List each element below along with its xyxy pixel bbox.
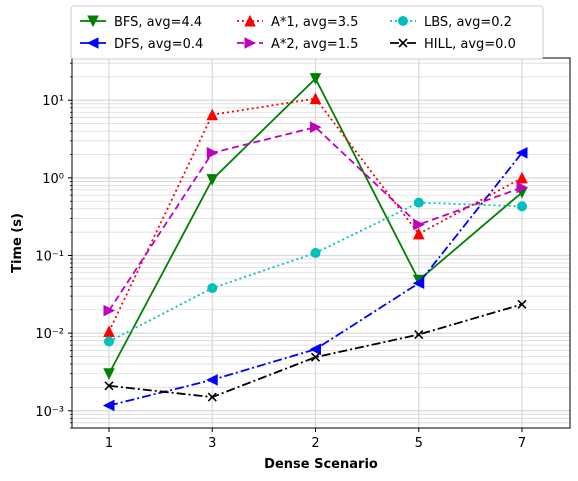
data-point [517, 201, 527, 212]
legend: BFS, avg=4.4 DFS, avg=0.4 A*1, avg=3.5 A*2,… [70, 5, 544, 60]
data-point [310, 352, 321, 362]
x-tick-label: 3 [208, 436, 216, 451]
data-point [207, 392, 217, 402]
data-point [414, 329, 424, 340]
grid [72, 58, 570, 429]
data-point [206, 147, 219, 159]
x-tick-label: 2 [311, 436, 319, 451]
x-axis-label: Dense Scenario [264, 457, 378, 472]
data-point [413, 218, 425, 231]
series-layer [102, 73, 529, 412]
y-tick-label: 10⁻² [35, 327, 64, 342]
data-point [516, 171, 528, 184]
series-line [108, 303, 523, 399]
legend-label: BFS, avg=4.4 [114, 15, 202, 30]
legend-label: HILL, avg=0.0 [424, 37, 516, 52]
data-point [206, 374, 218, 386]
y-tick-label: 10⁰ [42, 172, 64, 187]
legend-item: LBS, avg=0.2 [390, 15, 512, 30]
data-point [206, 108, 219, 121]
data-point [398, 16, 408, 26]
legend-item: BFS, avg=4.4 [80, 15, 202, 30]
x-tick-label: 1 [105, 436, 113, 451]
legend-box [70, 5, 544, 60]
data-point [309, 343, 321, 356]
data-point [103, 368, 115, 380]
data-point [207, 283, 218, 294]
y-tick-label: 10⁻¹ [35, 250, 64, 265]
data-point [309, 73, 322, 85]
x-tick-label: 5 [415, 436, 423, 451]
legend-item: DFS, avg=0.4 [80, 37, 203, 52]
legend-label: DFS, avg=0.4 [114, 37, 203, 52]
data-point [244, 37, 257, 49]
series-line [108, 126, 523, 312]
data-point [398, 38, 408, 48]
data-point [244, 14, 256, 27]
data-point [206, 174, 219, 186]
data-point [87, 15, 99, 28]
legend-label: LBS, avg=0.2 [424, 15, 512, 30]
data-point [412, 277, 425, 289]
data-point [104, 336, 114, 347]
y-tick-label: 10⁻³ [35, 405, 64, 420]
legend-item: A*2, avg=1.5 [237, 37, 358, 52]
axes: 1 3 2 5 7 10⁻³ 10⁻² 10⁻¹ 10⁰ 10¹ [35, 62, 526, 451]
data-point [310, 121, 322, 133]
y-tick-label: 10¹ [42, 94, 64, 109]
data-point [104, 381, 114, 391]
series-5 [104, 299, 527, 402]
data-point [516, 181, 529, 194]
legend-item: HILL, avg=0.0 [390, 37, 516, 52]
data-point [515, 147, 528, 159]
data-point [102, 399, 115, 412]
data-point [309, 92, 322, 105]
data-point [412, 227, 425, 240]
legend-label: A*2, avg=1.5 [271, 37, 358, 52]
data-point [103, 304, 116, 317]
series-line [108, 97, 523, 332]
series-1 [102, 147, 528, 412]
legend-label: A*1, avg=3.5 [271, 15, 358, 30]
data-point [517, 299, 527, 309]
data-point [310, 247, 321, 258]
series-line [108, 152, 523, 407]
series-4 [104, 197, 527, 347]
legend-item: A*1, avg=3.5 [237, 14, 358, 30]
series-3 [103, 121, 529, 317]
data-point [103, 325, 115, 337]
y-axis-label: Time (s) [10, 213, 25, 273]
data-point [86, 37, 99, 49]
series-2 [103, 92, 528, 337]
data-point [413, 197, 424, 208]
x-tick-label: 7 [518, 436, 526, 451]
